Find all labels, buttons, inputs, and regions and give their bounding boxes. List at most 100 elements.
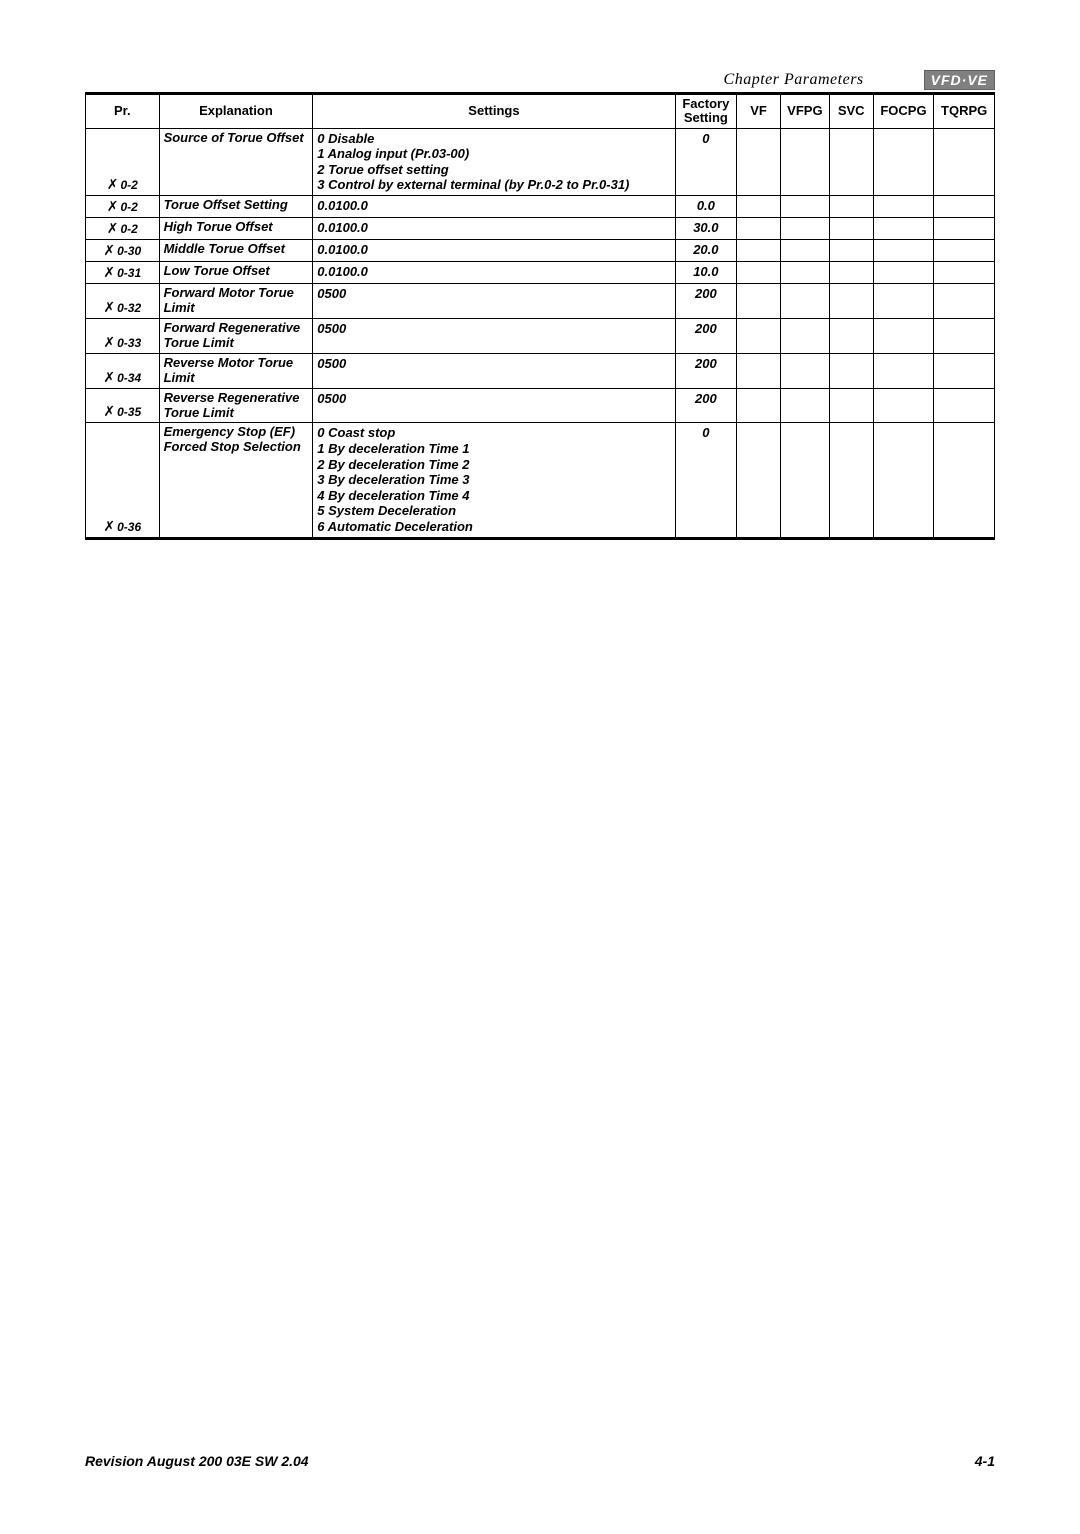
cell-explanation: Reverse Motor Torue Limit: [159, 353, 313, 388]
cell-factory-setting: 0.0: [675, 195, 736, 217]
cell-flag: [934, 261, 995, 283]
cell-settings: 0500: [313, 388, 675, 423]
cell-factory-setting: 20.0: [675, 239, 736, 261]
cell-flag: [737, 353, 781, 388]
table-row: ✗0-34Reverse Motor Torue Limit0500200: [86, 353, 995, 388]
cell-flag: [934, 353, 995, 388]
cell-flag: [737, 423, 781, 538]
revision-text: Revision August 200 03E SW 2.04: [85, 1453, 309, 1469]
brand-logo: VFD·VE: [924, 70, 995, 90]
cell-settings: 0500: [313, 318, 675, 353]
cell-flag: [873, 283, 934, 318]
table-row: ✗0-36Emergency Stop (EF) Forced Stop Sel…: [86, 423, 995, 538]
cell-flag: [829, 261, 873, 283]
cell-factory-setting: 0: [675, 423, 736, 538]
cell-flag: [829, 318, 873, 353]
table-row: ✗0-35Reverse Regenerative Torue Limit050…: [86, 388, 995, 423]
col-header-vf: VF: [737, 94, 781, 129]
cell-explanation: Source of Torue Offset: [159, 128, 313, 195]
cell-factory-setting: 200: [675, 318, 736, 353]
cell-flag: [780, 239, 829, 261]
table-body: ✗0-2Source of Torue Offset0 Disable1 Ana…: [86, 128, 995, 538]
cell-flag: [873, 217, 934, 239]
table-row: ✗0-2Source of Torue Offset0 Disable1 Ana…: [86, 128, 995, 195]
cell-flag: [934, 318, 995, 353]
cell-pr: ✗0-2: [86, 128, 160, 195]
cell-flag: [829, 239, 873, 261]
cell-flag: [780, 423, 829, 538]
cell-pr: ✗0-33: [86, 318, 160, 353]
col-header-settings: Settings: [313, 94, 675, 129]
cell-flag: [873, 195, 934, 217]
col-header-explanation: Explanation: [159, 94, 313, 129]
cell-pr: ✗0-35: [86, 388, 160, 423]
table-row: ✗0-30Middle Torue Offset0.0100.020.0: [86, 239, 995, 261]
col-header-factory: Factory Setting: [675, 94, 736, 129]
cell-flag: [829, 217, 873, 239]
col-header-vfpg: VFPG: [780, 94, 829, 129]
cell-flag: [780, 353, 829, 388]
cell-flag: [934, 239, 995, 261]
cell-settings: 0500: [313, 283, 675, 318]
parameters-table: Pr. Explanation Settings Factory Setting…: [85, 92, 995, 540]
cell-settings: 0500: [313, 353, 675, 388]
cell-explanation: Torue Offset Setting: [159, 195, 313, 217]
cell-settings: 0.0100.0: [313, 217, 675, 239]
cell-factory-setting: 200: [675, 388, 736, 423]
cell-flag: [934, 195, 995, 217]
cell-flag: [737, 217, 781, 239]
cell-explanation: High Torue Offset: [159, 217, 313, 239]
cell-flag: [829, 353, 873, 388]
cell-flag: [873, 353, 934, 388]
cell-flag: [934, 283, 995, 318]
table-row: ✗0-31Low Torue Offset0.0100.010.0: [86, 261, 995, 283]
table-row: ✗0-33Forward Regenerative Torue Limit050…: [86, 318, 995, 353]
table-row: ✗0-2High Torue Offset0.0100.030.0: [86, 217, 995, 239]
cell-flag: [873, 261, 934, 283]
cell-settings: 0 Coast stop1 By deceleration Time 12 By…: [313, 423, 675, 538]
cell-flag: [737, 388, 781, 423]
cell-explanation: Forward Motor Torue Limit: [159, 283, 313, 318]
cell-flag: [737, 195, 781, 217]
cell-pr: ✗0-30: [86, 239, 160, 261]
cell-pr: ✗0-31: [86, 261, 160, 283]
cell-factory-setting: 200: [675, 353, 736, 388]
cell-settings: 0.0100.0: [313, 239, 675, 261]
cell-flag: [737, 128, 781, 195]
cell-pr: ✗0-36: [86, 423, 160, 538]
col-header-focpg: FOCPG: [873, 94, 934, 129]
cell-flag: [780, 318, 829, 353]
cell-flag: [780, 195, 829, 217]
cell-pr: ✗0-34: [86, 353, 160, 388]
cell-flag: [934, 128, 995, 195]
cell-flag: [873, 239, 934, 261]
cell-explanation: Forward Regenerative Torue Limit: [159, 318, 313, 353]
table-header-row: Pr. Explanation Settings Factory Setting…: [86, 94, 995, 129]
col-header-pr: Pr.: [86, 94, 160, 129]
document-page: Chapter Parameters VFD·VE Pr. Explanatio…: [0, 0, 1080, 1534]
cell-flag: [873, 388, 934, 423]
cell-factory-setting: 30.0: [675, 217, 736, 239]
cell-explanation: Low Torue Offset: [159, 261, 313, 283]
cell-flag: [780, 283, 829, 318]
cell-factory-setting: 0: [675, 128, 736, 195]
cell-factory-setting: 10.0: [675, 261, 736, 283]
cell-flag: [829, 388, 873, 423]
cell-settings: 0.0100.0: [313, 261, 675, 283]
cell-flag: [780, 388, 829, 423]
cell-flag: [737, 261, 781, 283]
cell-explanation: Emergency Stop (EF) Forced Stop Selectio…: [159, 423, 313, 538]
cell-flag: [737, 283, 781, 318]
cell-flag: [873, 423, 934, 538]
cell-explanation: Middle Torue Offset: [159, 239, 313, 261]
col-header-tqrpg: TQRPG: [934, 94, 995, 129]
cell-flag: [780, 128, 829, 195]
page-header: Chapter Parameters VFD·VE: [85, 70, 995, 90]
cell-flag: [737, 318, 781, 353]
col-header-svc: SVC: [829, 94, 873, 129]
chapter-title: Chapter Parameters: [724, 71, 864, 89]
cell-flag: [829, 423, 873, 538]
page-number: 4-1: [975, 1453, 995, 1469]
cell-flag: [934, 388, 995, 423]
cell-flag: [873, 128, 934, 195]
